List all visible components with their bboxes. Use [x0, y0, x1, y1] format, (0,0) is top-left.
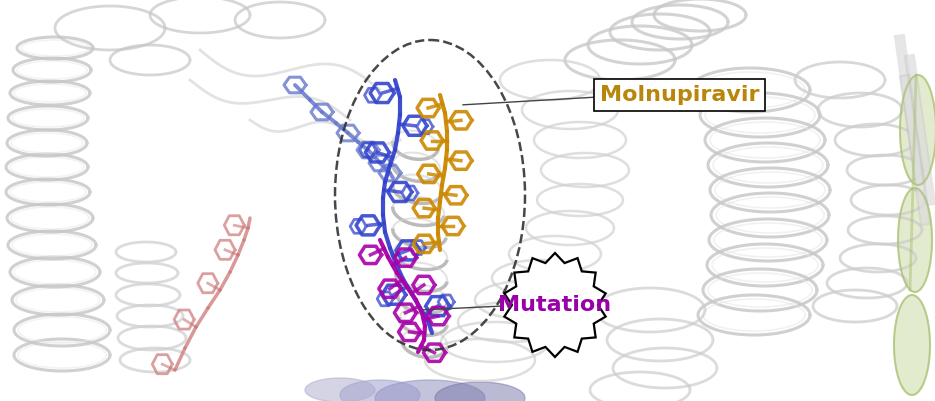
Polygon shape	[375, 380, 485, 401]
Polygon shape	[504, 253, 606, 357]
Polygon shape	[340, 380, 420, 401]
Polygon shape	[435, 382, 525, 401]
Text: Mutation: Mutation	[498, 295, 611, 315]
Text: Molnupiravir: Molnupiravir	[600, 85, 759, 105]
Polygon shape	[305, 378, 375, 401]
Polygon shape	[900, 75, 935, 185]
Polygon shape	[894, 295, 930, 395]
Polygon shape	[898, 188, 932, 292]
